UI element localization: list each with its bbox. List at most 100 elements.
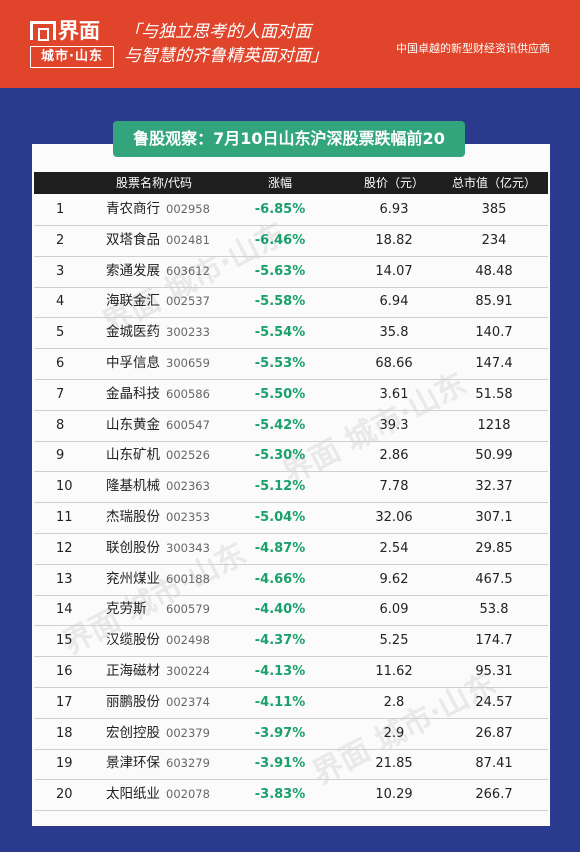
market-cap-cell: 87.41: [475, 756, 513, 772]
table-row: 19 景津环保 603279 -3.91% 21.85 87.41: [34, 748, 548, 781]
stock-name: 兖州煤业: [106, 570, 160, 587]
table-row: 8 山东黄金 600547 -5.42% 39.3 1218: [34, 410, 548, 442]
price-cell: 7.78: [379, 479, 409, 495]
stock-code: 600579: [166, 602, 210, 617]
stock-name: 海联金汇: [106, 293, 160, 310]
page-title: 鲁股观察：7月10日山东沪深股票跌幅前20: [113, 121, 465, 157]
table-row: 14 克劳斯 600579 -4.40% 6.09 53.8: [34, 594, 548, 627]
rank-cell: 17: [56, 694, 73, 710]
market-cap-cell: 467.5: [475, 571, 513, 587]
market-cap-cell: 29.85: [475, 540, 513, 556]
market-cap-cell: 48.48: [475, 263, 513, 279]
price-cell: 68.66: [375, 356, 413, 371]
change-cell: -5.58%: [254, 294, 306, 310]
rank-cell: 7: [56, 386, 65, 402]
change-cell: -5.12%: [254, 479, 306, 495]
change-cell: -4.40%: [254, 602, 306, 618]
stock-code: 002374: [166, 694, 210, 709]
rank-cell: 4: [56, 294, 65, 310]
change-cell: -5.63%: [254, 263, 306, 279]
price-cell: 2.9: [383, 725, 405, 741]
table-row: 5 金城医药 300233 -5.54% 35.8 140.7: [34, 317, 548, 350]
logo: 界面 城市·山东: [30, 18, 114, 68]
header-price: 股价（元）: [363, 176, 424, 190]
stock-code: 002526: [166, 448, 210, 463]
stock-name: 索通发展: [106, 262, 160, 279]
table-card: 界面 城市·山东 界面 城市·山东 界面 城市·山东 界面 城市·山东: [32, 144, 550, 826]
market-cap-cell: 147.4: [475, 356, 513, 371]
header-change: 涨幅: [267, 176, 292, 190]
stock-name: 太阳纸业: [106, 786, 160, 803]
price-cell: 39.3: [379, 417, 409, 433]
stock-name: 联创股份: [106, 539, 160, 556]
stock-name: 金城医药: [106, 324, 160, 341]
table-row: 2 双塔食品 002481 -6.46% 18.82 234: [34, 225, 548, 257]
stock-name: 克劳斯: [106, 601, 147, 618]
market-cap-cell: 53.8: [479, 602, 509, 618]
slogan: 「与独立思考的人面对面 与智慧的齐鲁精英面对面」: [124, 20, 328, 68]
rank-cell: 8: [56, 417, 65, 433]
rank-cell: 5: [56, 325, 65, 341]
change-cell: -4.66%: [254, 571, 306, 587]
market-cap-cell: 174.7: [475, 633, 513, 649]
stock-name: 丽鹏股份: [106, 693, 160, 710]
table-row: 9 山东矿机 002526 -5.30% 2.86 50.99: [34, 440, 548, 473]
price-cell: 2.54: [379, 540, 409, 556]
stock-name: 中孚信息: [106, 355, 160, 371]
price-cell: 3.61: [379, 386, 409, 402]
table-row: 6 中孚信息 300659 -5.53% 68.66 147.4: [34, 348, 548, 380]
stock-name: 山东黄金: [106, 416, 160, 433]
stock-name: 青农商行: [106, 201, 160, 217]
price-cell: 2.8: [383, 694, 405, 710]
stock-name: 山东矿机: [106, 447, 160, 464]
change-cell: -5.42%: [254, 417, 306, 433]
table-row: 4 海联金汇 002537 -5.58% 6.94 85.91: [34, 286, 548, 319]
price-cell: 6.09: [379, 602, 409, 618]
change-cell: -5.04%: [254, 510, 306, 525]
change-cell: -5.50%: [254, 386, 306, 402]
table-row: 16 正海磁材 300224 -4.13% 11.62 95.31: [34, 656, 548, 688]
rank-cell: 1: [56, 202, 65, 217]
price-cell: 32.06: [375, 510, 413, 525]
market-cap-cell: 234: [481, 232, 507, 248]
price-cell: 9.62: [379, 571, 409, 587]
change-cell: -5.53%: [254, 356, 306, 371]
price-cell: 2.86: [379, 448, 409, 464]
change-cell: -4.37%: [254, 633, 306, 649]
market-cap-cell: 266.7: [475, 787, 513, 803]
table-row: 3 索通发展 603612 -5.63% 14.07 48.48: [34, 256, 548, 288]
price-cell: 11.62: [375, 664, 413, 679]
market-cap-cell: 26.87: [475, 725, 513, 741]
stock-code: 002353: [166, 510, 210, 524]
rank-cell: 10: [56, 479, 73, 495]
rank-cell: 12: [56, 540, 73, 556]
stock-name: 双塔食品: [106, 231, 160, 248]
rank-cell: 3: [56, 263, 65, 279]
table-row: 1 青农商行 002958 -6.85% 6.93 385: [34, 194, 548, 226]
stock-code: 300659: [166, 356, 210, 370]
stock-code: 600547: [166, 417, 210, 432]
rank-cell: 18: [56, 725, 73, 741]
stock-name: 杰瑞股份: [106, 509, 160, 525]
change-cell: -3.91%: [254, 756, 306, 772]
logo-subtitle: 城市·山东: [30, 46, 114, 68]
stock-code: 002498: [166, 633, 210, 648]
change-cell: -5.54%: [254, 325, 306, 341]
stock-code: 600188: [166, 571, 210, 586]
change-cell: -4.11%: [254, 694, 306, 710]
change-cell: -4.87%: [254, 540, 306, 556]
table-row: 13 兖州煤业 600188 -4.66% 9.62 467.5: [34, 564, 548, 596]
market-cap-cell: 95.31: [475, 664, 513, 679]
rank-cell: 15: [56, 633, 73, 649]
table-row: 11 杰瑞股份 002353 -5.04% 32.06 307.1: [34, 502, 548, 534]
stock-code: 300224: [166, 664, 210, 678]
stock-name: 宏创控股: [106, 724, 160, 741]
stock-code: 002363: [166, 479, 210, 494]
table-row: 20 太阳纸业 002078 -3.83% 10.29 266.7: [34, 779, 548, 812]
price-cell: 5.25: [379, 633, 409, 649]
change-cell: -3.97%: [254, 725, 306, 741]
stock-code: 002481: [166, 232, 210, 247]
stock-name: 隆基机械: [106, 478, 160, 495]
table-row: 7 金晶科技 600586 -5.50% 3.61 51.58: [34, 379, 548, 411]
rank-cell: 19: [56, 756, 73, 772]
